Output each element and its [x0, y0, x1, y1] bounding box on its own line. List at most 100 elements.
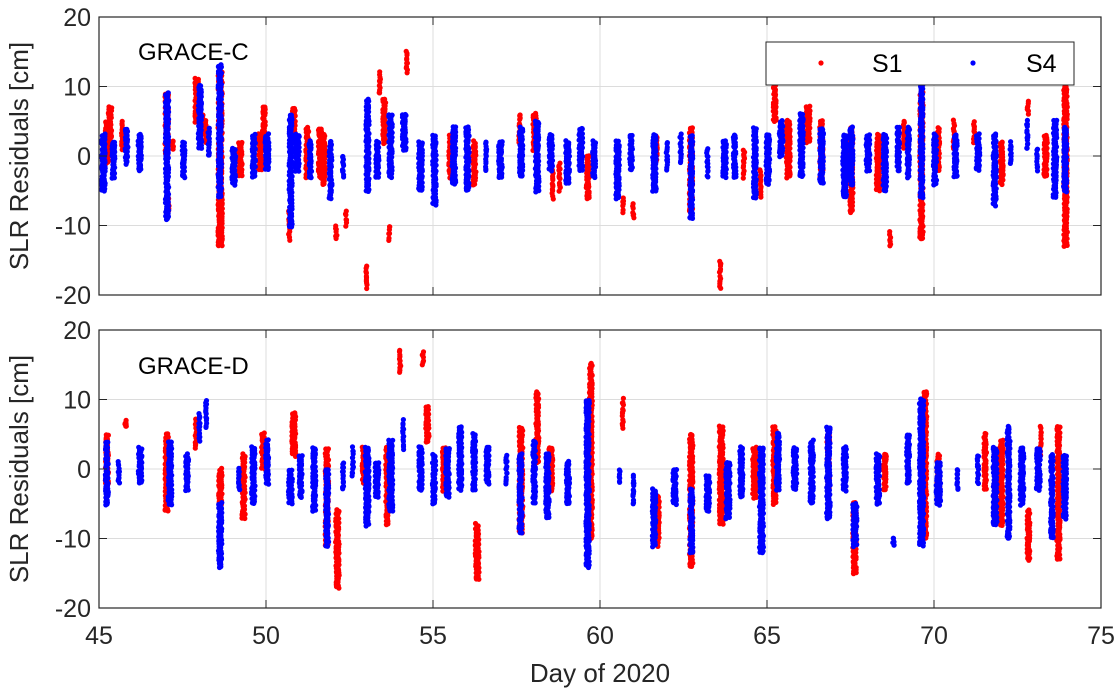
- data-point-s1: [344, 209, 349, 214]
- data-point-s1: [321, 132, 326, 137]
- data-point-s4: [207, 126, 212, 131]
- data-point-s1: [937, 126, 942, 131]
- data-point-s4: [993, 131, 998, 136]
- data-point-s4: [340, 154, 345, 159]
- data-point-s4: [265, 136, 270, 141]
- data-point-s4: [690, 133, 695, 138]
- data-point-s4: [112, 140, 117, 145]
- y-axis-label: SLR Residuals [cm]: [4, 42, 34, 270]
- data-point-s1: [787, 119, 792, 124]
- data-point-s1: [876, 133, 881, 138]
- data-point-s4: [566, 140, 571, 145]
- data-point-s4: [754, 126, 759, 131]
- data-point-s4: [820, 126, 825, 131]
- data-point-s1: [717, 259, 722, 264]
- data-point-s4: [906, 126, 911, 131]
- data-point-s4: [308, 152, 313, 157]
- data-point-s4: [897, 125, 902, 130]
- data-point-s1: [344, 217, 349, 222]
- data-point-s1: [473, 141, 478, 146]
- data-point-s4: [102, 131, 107, 136]
- data-point-s4: [433, 133, 438, 138]
- data-point-s4: [289, 211, 294, 216]
- data-point-s4: [366, 97, 371, 102]
- data-point-s4: [376, 140, 381, 145]
- data-point-s1: [902, 119, 907, 124]
- data-point-s1: [305, 125, 310, 130]
- data-point-s4: [403, 112, 408, 117]
- data-point-s4: [705, 146, 710, 151]
- data-point-s1: [741, 148, 746, 153]
- data-point-s4: [536, 120, 541, 125]
- legend-label-s4: S4: [1026, 50, 1057, 78]
- data-point-s4: [466, 124, 471, 129]
- data-point-s4: [705, 173, 710, 178]
- data-point-s1: [382, 97, 387, 102]
- data-point-s4: [252, 169, 257, 174]
- data-point-s4: [993, 203, 998, 208]
- data-point-s1: [972, 119, 977, 124]
- data-point-s1: [557, 181, 562, 186]
- data-point-s1: [109, 105, 114, 110]
- data-point-s4: [800, 150, 805, 155]
- data-point-s4: [953, 132, 958, 137]
- data-point-s1: [690, 125, 695, 130]
- data-point-s4: [580, 131, 585, 136]
- data-point-s4: [616, 139, 621, 144]
- data-point-s4: [723, 138, 728, 143]
- data-point-s4: [182, 141, 187, 146]
- data-point-s4: [977, 131, 982, 136]
- data-point-s4: [138, 132, 143, 137]
- data-point-s4: [630, 133, 635, 138]
- data-point-s1: [292, 106, 297, 111]
- data-point-s4: [653, 133, 658, 138]
- y-tick-label: -20: [55, 282, 91, 310]
- data-point-s1: [404, 49, 409, 54]
- data-point-s1: [951, 118, 956, 123]
- data-point-s4: [233, 147, 238, 152]
- data-point-s1: [196, 77, 201, 82]
- data-point-s4: [933, 133, 938, 138]
- data-point-s1: [124, 418, 129, 423]
- data-point-s4: [665, 140, 670, 145]
- data-point-s1: [557, 161, 562, 166]
- y-tick-label: 20: [63, 4, 91, 32]
- y-tick-label: -10: [55, 213, 91, 241]
- data-point-s4: [198, 83, 203, 88]
- data-point-s4: [328, 139, 333, 144]
- legend-marker-s1: [818, 60, 823, 65]
- data-point-s4: [800, 124, 805, 129]
- data-point-s4: [780, 118, 785, 123]
- data-point-s4: [1054, 118, 1059, 123]
- data-point-s1: [518, 112, 523, 117]
- data-point-s1: [377, 69, 382, 74]
- legend-marker-s4: [970, 60, 975, 65]
- data-point-s1: [876, 151, 881, 156]
- data-point-s4: [934, 147, 939, 152]
- data-point-s1: [239, 140, 244, 145]
- data-point-s1: [262, 105, 267, 110]
- y-tick-label: 0: [77, 143, 91, 171]
- data-point-s4: [593, 140, 598, 145]
- data-point-s4: [994, 186, 999, 191]
- data-point-s4: [182, 173, 187, 178]
- y-tick-label: 10: [63, 74, 91, 102]
- data-point-s4: [766, 133, 771, 138]
- data-point-s4: [253, 132, 258, 137]
- data-point-s1: [631, 201, 636, 206]
- data-point-s4: [453, 124, 458, 129]
- data-point-s4: [1008, 139, 1013, 144]
- data-point-s1: [120, 119, 125, 124]
- data-point-s4: [579, 126, 584, 131]
- data-point-s1: [364, 264, 369, 269]
- data-point-s4: [124, 127, 129, 132]
- legend: S1 S4: [766, 42, 1074, 85]
- data-point-s4: [617, 143, 622, 148]
- data-point-s4: [850, 124, 855, 129]
- data-point-s4: [733, 133, 738, 138]
- data-point-s1: [1044, 133, 1049, 138]
- data-point-s4: [390, 113, 395, 118]
- data-point-s1: [820, 118, 825, 123]
- data-point-s4: [1025, 118, 1030, 123]
